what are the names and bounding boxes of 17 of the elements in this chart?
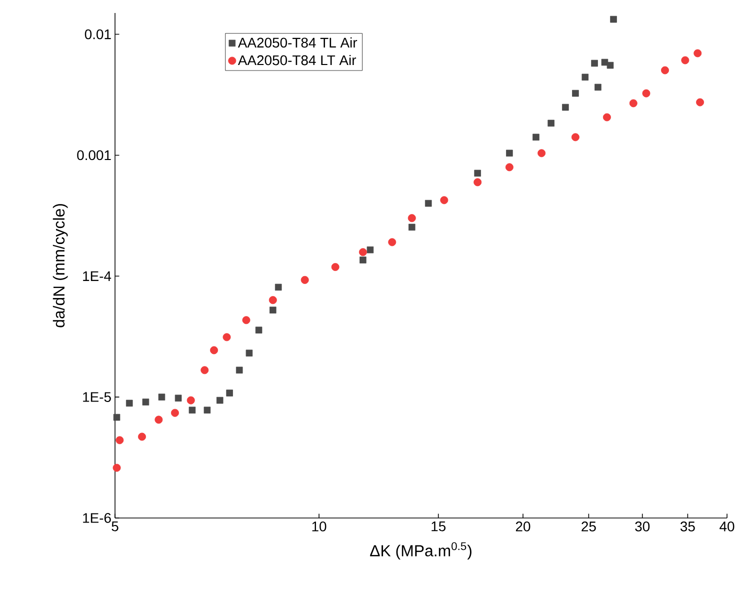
x-tick-label: 5	[112, 522, 118, 532]
x-tick-label: 40	[720, 522, 734, 532]
x-tick-label: 35	[680, 522, 695, 532]
x-tick-label: 15	[432, 522, 446, 532]
x-tick-label: 10	[312, 522, 326, 532]
x-tick-label: 30	[635, 522, 650, 532]
y-tick-label: 1E-4	[83, 271, 112, 281]
x-axis-title: ΔK (MPa.m$^{0.5}$)	[370, 542, 472, 560]
y-tick-label: 1E-6	[83, 513, 111, 523]
y-tick-label: 1E-5	[83, 392, 111, 402]
legend-label: AA2050-T84 LT Air	[238, 54, 356, 66]
y-tick-label: 0.01	[84, 29, 111, 40]
legend-label: AA2050-T84 TL Air	[238, 37, 358, 48]
y-axis-title: da/dN (mm/cycle)	[52, 204, 68, 328]
y-tick-label: 0.001	[77, 150, 111, 160]
x-tick-label: 25	[582, 522, 596, 532]
x-tick-label: 20	[516, 522, 530, 532]
